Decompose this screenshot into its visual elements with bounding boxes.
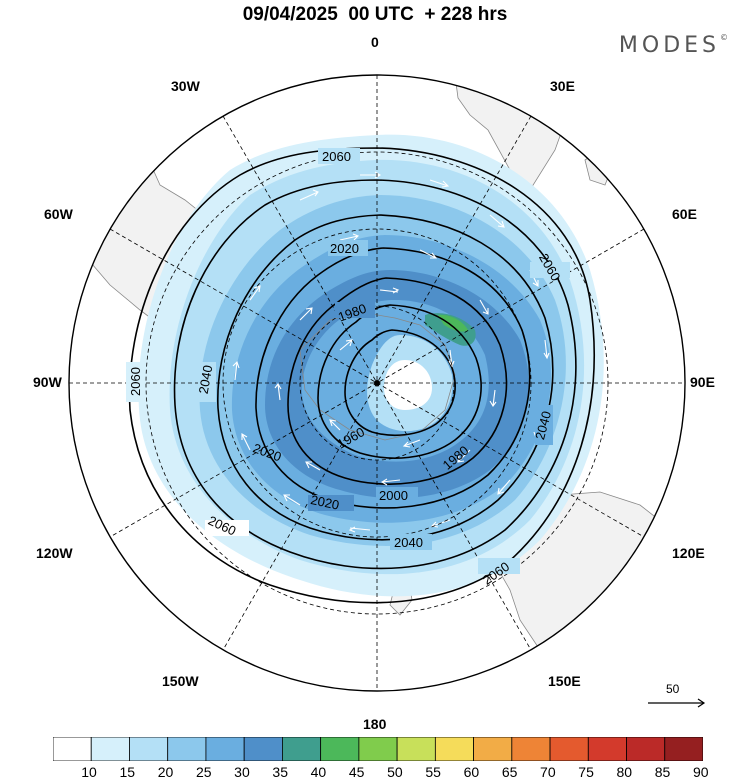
contour-label: 1980 [440, 443, 472, 473]
colorbar-box [129, 737, 169, 761]
lon-label-30e: 30E [550, 78, 575, 94]
contour-label: 2040 [532, 409, 554, 441]
colorbar-box [320, 737, 360, 761]
contour-label: 2000 [379, 488, 408, 503]
colorbar-box [511, 737, 551, 761]
colorbar-box [90, 737, 130, 761]
lon-label-30w: 30W [171, 78, 200, 94]
lon-label-90w: 90W [33, 374, 62, 390]
colorbar-box [282, 737, 322, 761]
colorbar-box [626, 737, 666, 761]
contour-label: 2020 [330, 241, 359, 256]
lon-label-150e: 150E [548, 673, 581, 689]
colorbar-label: 60 [463, 764, 480, 780]
colorbar-box [53, 737, 92, 761]
contour-label: 2020 [251, 440, 283, 464]
colorbar-label: 15 [119, 764, 136, 780]
lon-label-60e: 60E [672, 206, 697, 222]
lon-label-150w: 150W [162, 673, 199, 689]
colorbar-label: 65 [501, 764, 518, 780]
map-boundary [68, 74, 686, 692]
colorbar-label: 45 [348, 764, 365, 780]
colorbar-box [358, 737, 398, 761]
lon-label-180: 180 [363, 716, 387, 732]
reference-arrow-icon [648, 698, 706, 708]
colorbar-box [205, 737, 245, 761]
lon-label-120w: 120W [36, 545, 73, 561]
colorbar-label: 20 [157, 764, 174, 780]
colorbar-label: 70 [540, 764, 556, 780]
colorbar-label: 30 [234, 764, 250, 780]
colorbar-box [396, 737, 436, 761]
contour-label: 2020 [309, 492, 340, 513]
colorbar-box [167, 737, 207, 761]
colorbar-box [549, 737, 589, 761]
lon-label-90e: 90E [690, 374, 715, 390]
contour-label: 2040 [394, 535, 423, 550]
colorbar-label: 85 [654, 764, 671, 780]
lon-label-60w: 60W [44, 206, 73, 222]
colorbar-label: 90 [693, 764, 709, 780]
colorbar-label: 10 [81, 764, 97, 780]
modes-logo: MODES© [619, 33, 728, 58]
colorbar-label: 75 [578, 764, 594, 780]
colorbar-box [473, 737, 513, 761]
colorbar-box [664, 737, 703, 761]
contour-label: 2060 [128, 367, 143, 396]
colorbar-label: 40 [310, 764, 327, 780]
reference-vector-value: 50 [666, 682, 680, 696]
colorbar-box [243, 737, 283, 761]
pole-marker [374, 380, 380, 386]
lon-label-0: 0 [371, 34, 379, 50]
colorbar [53, 737, 703, 761]
colorbar-label: 80 [616, 764, 633, 780]
colorbar-box [434, 737, 474, 761]
colorbar-label: 25 [195, 764, 212, 780]
contour-label: 2060 [322, 149, 351, 164]
logo-mark: © [720, 33, 728, 42]
colorbar-label: 50 [387, 764, 403, 780]
logo-text: MODES [618, 33, 720, 58]
contour-label: 1960 [335, 424, 368, 451]
map-title: 09/04/2025 00 UTC + 228 hrs [242, 4, 508, 25]
colorbar-label: 35 [272, 764, 288, 780]
lon-label-120e: 120E [672, 545, 705, 561]
wind-speed-shading [138, 134, 604, 597]
colorbar-label: 55 [425, 764, 441, 780]
colorbar-box [587, 737, 627, 761]
contour-label: 2040 [196, 364, 216, 395]
